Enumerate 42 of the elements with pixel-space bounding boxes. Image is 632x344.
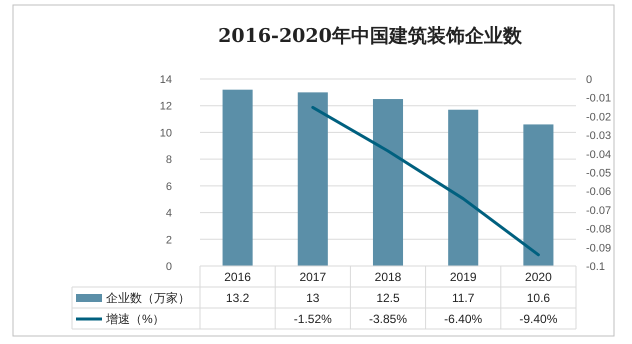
x-tick-label: 2020 xyxy=(525,270,552,284)
bar xyxy=(222,90,253,266)
y-tick-label: 8 xyxy=(166,154,172,166)
x-tick-label: 2017 xyxy=(299,270,326,284)
y2-tick-label: -0.05 xyxy=(586,168,612,180)
y-tick-label: 12 xyxy=(160,100,172,113)
data-label: 12.5 xyxy=(376,291,400,305)
data-label: -9.40% xyxy=(519,312,558,326)
x-tick-label: 2018 xyxy=(374,270,402,284)
y2-tick-label: -0.03 xyxy=(586,130,612,142)
data-label: 11.7 xyxy=(452,291,475,305)
y-tick-label: 2 xyxy=(166,234,172,246)
y2-tick-label: -0.06 xyxy=(586,186,612,198)
x-tick-label: 2019 xyxy=(450,270,477,284)
y2-tick-label: -0.08 xyxy=(586,224,612,236)
y-tick-label: 6 xyxy=(166,180,172,193)
bar xyxy=(298,92,328,266)
y2-tick-label: -0.01 xyxy=(586,92,612,105)
bar xyxy=(448,110,478,266)
y2-tick-label: -0.1 xyxy=(586,261,605,273)
y-tick-label: 10 xyxy=(160,127,172,140)
data-label: -1.52% xyxy=(294,312,332,326)
y2-tick-label: -0.07 xyxy=(586,204,612,217)
legend-label: 增速（%） xyxy=(105,312,165,326)
data-label: -3.85% xyxy=(368,312,408,326)
y-tick-label: 0 xyxy=(166,261,172,273)
x-tick-label: 2016 xyxy=(224,270,252,284)
data-label: -6.40% xyxy=(444,312,483,326)
line-series xyxy=(311,106,540,256)
y2-tick-label: -0.04 xyxy=(586,148,612,161)
data-label: 10.6 xyxy=(526,291,550,305)
legend-label: 企业数（万家） xyxy=(106,291,190,305)
y2-tick-label: 0 xyxy=(586,74,592,86)
y-tick-label: 4 xyxy=(166,208,172,220)
chart-title: 2016-2020年中国建筑装饰企业数 xyxy=(218,25,523,47)
y2-tick-label: -0.09 xyxy=(586,242,612,254)
data-label: 13 xyxy=(306,291,320,305)
data-label: 13.2 xyxy=(226,291,250,305)
bar xyxy=(372,99,404,266)
y2-tick-label: -0.02 xyxy=(586,111,612,124)
bar xyxy=(523,124,554,266)
y-tick-label: 14 xyxy=(160,74,172,86)
